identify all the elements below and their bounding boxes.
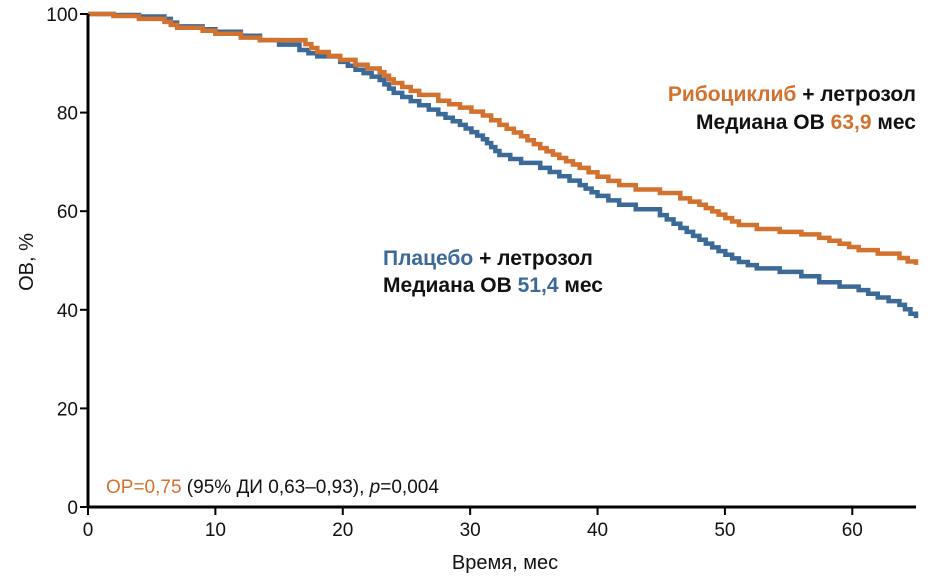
legend-ribociclib-median-unit: мес [877, 111, 916, 134]
x-tick-label: 40 [587, 520, 608, 541]
series-layer [88, 11, 919, 319]
x-tick-label: 0 [83, 520, 94, 541]
y-tick-label: 40 [57, 301, 78, 322]
y-tick-label: 80 [57, 104, 78, 125]
confidence-interval: (95% ДИ 0,63–0,93), [182, 477, 370, 498]
x-axis-title: Время, мес [452, 552, 558, 574]
hazard-ratio-note: ОР=0,75 (95% ДИ 0,63–0,93), p=0,004 [106, 477, 439, 498]
legend-ribociclib-line1: Рибоциклиб + летрозол [668, 83, 916, 106]
hazard-ratio-value: ОР=0,75 [106, 477, 182, 498]
legend-placebo-line1: Плацебо + летрозол [383, 247, 593, 270]
y-tick-label: 100 [46, 5, 78, 26]
legend-placebo-combo: + летрозол [479, 247, 593, 270]
legend-ribociclib-median-value: 63,9 [831, 111, 872, 134]
legend-placebo-median-value: 51,4 [518, 274, 559, 297]
legend-ribociclib-name: Рибоциклиб [668, 83, 797, 106]
x-tick-label: 60 [842, 520, 863, 541]
legend-ribociclib-line2: Медиана ОВ 63,9 мес [696, 111, 916, 134]
axes-layer [86, 14, 916, 509]
x-tick-label: 50 [714, 520, 735, 541]
y-tick-label: 20 [57, 399, 78, 420]
p-symbol: p [369, 477, 381, 498]
legend-placebo-median-label: Медиана ОВ [383, 274, 512, 297]
x-tick-label: 10 [205, 520, 226, 541]
y-tick-label: 0 [67, 498, 78, 519]
legend-ribociclib-median-label: Медиана ОВ [696, 111, 825, 134]
legend-placebo-median-unit: мес [564, 274, 603, 297]
x-tick-label: 20 [332, 520, 353, 541]
legend-placebo-line2: Медиана ОВ 51,4 мес [383, 274, 603, 297]
legend-placebo-name: Плацебо [383, 247, 473, 270]
y-tick-label: 60 [57, 202, 78, 223]
x-tick-label: 30 [460, 520, 481, 541]
legend-ribociclib-combo: + летрозол [802, 83, 916, 106]
p-value: =0,004 [380, 477, 439, 498]
km-curve-ribociclib [88, 11, 919, 265]
ticks-layer: 0 10 20 30 40 50 60 0 20 40 60 80 100 [46, 5, 863, 541]
y-axis-title: ОВ, % [16, 233, 38, 291]
km-curve-placebo [88, 11, 919, 319]
